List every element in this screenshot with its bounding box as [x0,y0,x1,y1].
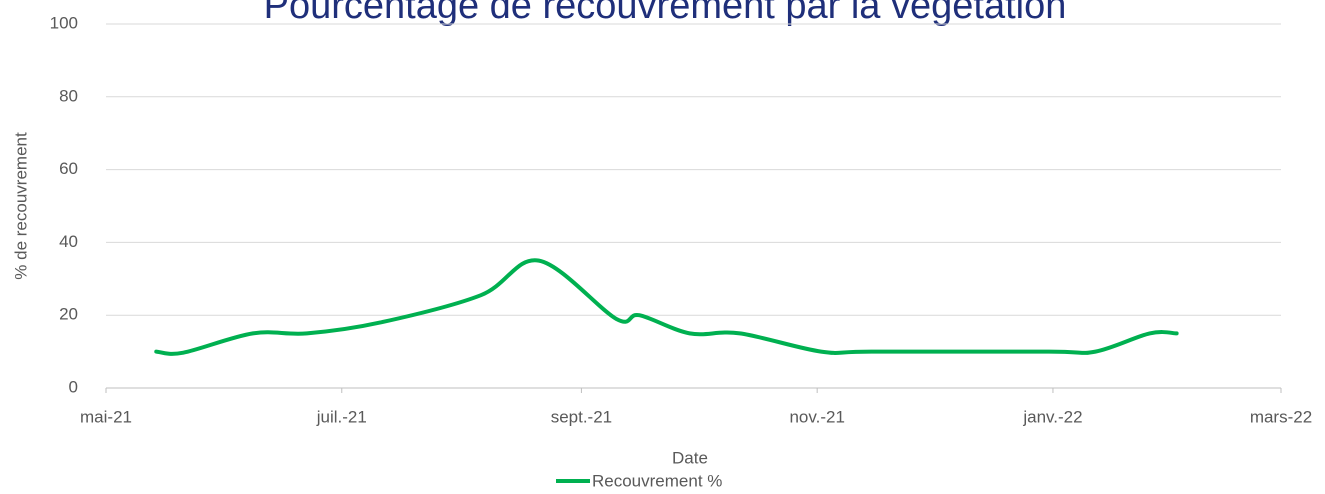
x-tick-label: mars-22 [1250,407,1312,426]
y-tick-label: 0 [69,377,78,396]
x-tick-label: juil.-21 [316,407,367,426]
data-line [154,258,1179,356]
y-axis-label: % de recouvrement [11,132,30,280]
x-tick-label: nov.-21 [789,407,844,426]
x-tick-label: mai-21 [80,407,132,426]
y-tick-label: 60 [59,159,78,178]
x-axis-label: Date [672,448,708,467]
x-tick-label: janv.-22 [1022,407,1082,426]
x-tick-label: sept.-21 [551,407,612,426]
y-tick-label: 40 [59,232,78,251]
y-tick-label: 20 [59,305,78,324]
legend-label: Recouvrement % [592,471,722,490]
chart-title: Pourcentage de recouvrement par la végét… [264,0,1067,27]
y-tick-label: 100 [50,13,78,32]
y-tick-label: 80 [59,86,78,105]
